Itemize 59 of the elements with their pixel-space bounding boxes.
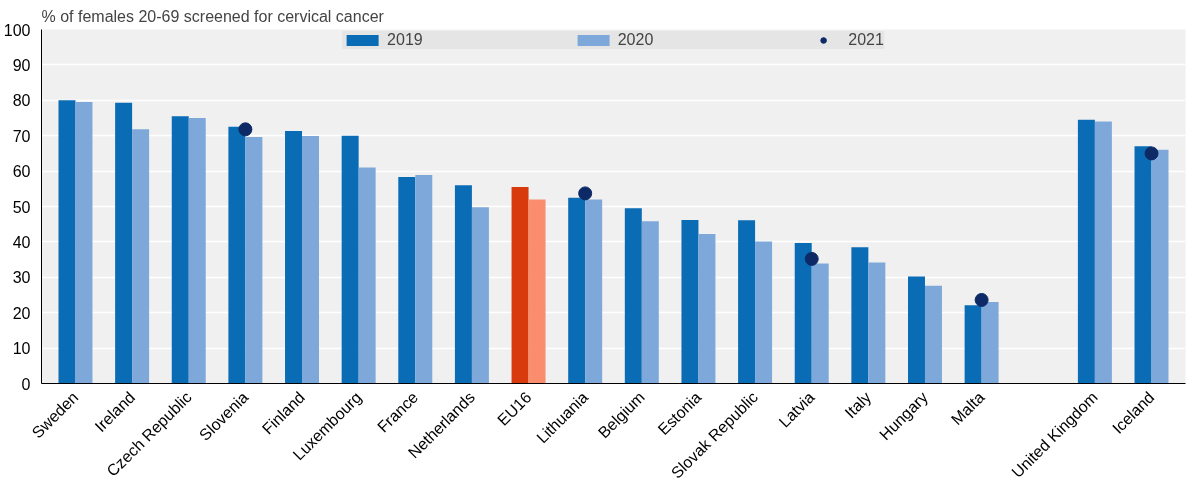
bar [624, 208, 642, 384]
bar [1134, 146, 1152, 384]
bar [1077, 119, 1095, 384]
y-tick-label: 30 [12, 269, 31, 287]
y-tick-label: 40 [12, 233, 31, 251]
bar [851, 247, 869, 384]
legend-label: 2020 [617, 31, 654, 49]
bar [75, 102, 93, 384]
bar [868, 262, 886, 384]
bar [471, 207, 489, 384]
bar [924, 285, 942, 384]
point [804, 251, 819, 266]
legend-label: 2019 [387, 31, 423, 49]
y-tick-label: 0 [21, 375, 31, 393]
bar [398, 177, 416, 384]
bar [341, 135, 359, 384]
bar [641, 221, 659, 384]
y-tick-label: 60 [12, 163, 31, 181]
y-tick-label: 90 [12, 56, 31, 74]
bar [681, 219, 699, 384]
bar [981, 302, 999, 384]
bar [794, 242, 812, 384]
bar [171, 116, 189, 384]
bar [1094, 121, 1112, 384]
y-tick-label: 70 [12, 127, 31, 145]
y-tick-label: 100 [3, 21, 31, 39]
point [578, 186, 593, 201]
legend-label: 2021 [848, 31, 884, 49]
point [974, 292, 989, 307]
bar [568, 197, 586, 384]
bar [585, 199, 603, 384]
bar [698, 234, 716, 384]
x-tick-label: Italy [841, 388, 875, 422]
y-tick-label: 80 [12, 92, 31, 110]
bar [302, 136, 319, 384]
bar [245, 137, 263, 384]
bar [228, 126, 246, 384]
y-tick-label: 20 [12, 304, 31, 322]
bar [115, 102, 133, 384]
bar [454, 185, 472, 384]
bar [738, 220, 756, 384]
point [1144, 146, 1159, 161]
bar [58, 100, 76, 384]
y-tick-label: 50 [12, 198, 31, 216]
y-axis-title: % of females 20-69 screened for cervical cancer [41, 7, 385, 25]
bar [132, 129, 150, 384]
bar [811, 263, 829, 384]
bar [188, 118, 206, 384]
y-tick-label: 10 [12, 340, 31, 358]
bar [1151, 149, 1169, 384]
bar [358, 167, 376, 384]
bar [285, 131, 303, 384]
bar [415, 174, 433, 384]
bar [511, 187, 529, 384]
bar [964, 305, 982, 384]
bar [755, 241, 773, 384]
bar [528, 199, 546, 384]
bar [908, 276, 925, 384]
point [238, 122, 253, 137]
